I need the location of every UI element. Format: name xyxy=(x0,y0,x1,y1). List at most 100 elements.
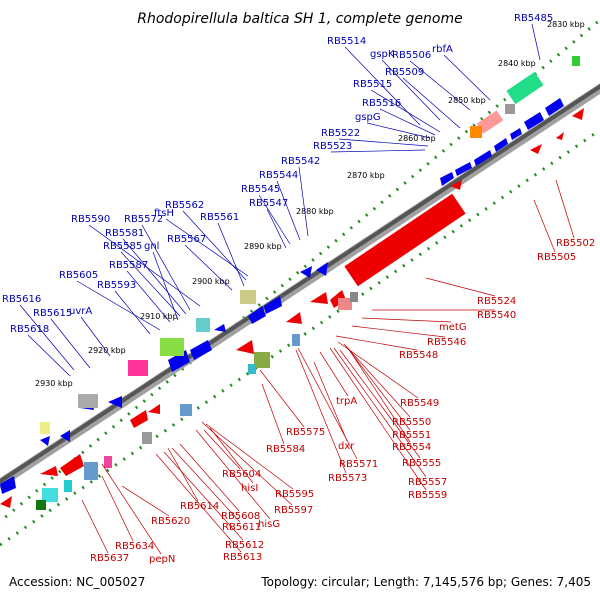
leader-line xyxy=(261,383,285,445)
gene-label: RB5590 xyxy=(71,214,110,225)
gene-label: RB5618 xyxy=(10,324,49,335)
leader-line xyxy=(141,224,191,311)
leader-line xyxy=(19,304,75,371)
leader-line xyxy=(319,351,349,397)
gene-block-steel2 xyxy=(180,404,192,416)
gene-label: dxr xyxy=(338,441,355,452)
gene-label: RB5551 xyxy=(392,430,431,441)
gene-label: ftsH xyxy=(154,208,174,219)
gene-block-olive xyxy=(240,290,256,304)
gene-label: RB5515 xyxy=(353,79,392,90)
gene-label: RB5559 xyxy=(408,490,447,501)
leader-line xyxy=(338,138,429,147)
gene-label: RB5587 xyxy=(109,260,148,271)
leader-line xyxy=(50,318,91,369)
gene-label: RB5542 xyxy=(281,156,320,167)
leader-line xyxy=(379,108,436,136)
leader-line xyxy=(298,166,309,237)
leader-line xyxy=(339,349,421,459)
gene-block-darkgrey xyxy=(350,292,358,302)
leader-line xyxy=(370,89,441,133)
leader-line xyxy=(155,453,242,553)
leader-line xyxy=(266,208,287,249)
leader-line xyxy=(205,423,294,490)
leader-line xyxy=(533,199,556,253)
leader-line xyxy=(297,347,358,460)
gene-label: metG xyxy=(439,322,467,333)
gene-label: pepN xyxy=(149,554,175,565)
gene-label: gspG xyxy=(355,112,381,123)
large-reverse-gene xyxy=(344,193,466,287)
gene-label: RB5620 xyxy=(151,516,190,527)
gene-label: RB5593 xyxy=(97,280,136,291)
gene-label: RB5505 xyxy=(537,252,576,263)
gene-label: RB5571 xyxy=(339,459,378,470)
gene-block-magenta xyxy=(128,360,148,376)
tick-label: 2850 kbp xyxy=(448,96,486,105)
gene-label: RB5573 xyxy=(328,473,367,484)
kbp-tick-labels: 2830 kbp 2840 kbp 2850 kbp 2860 kbp 2870… xyxy=(35,20,585,388)
gene-label: RB5522 xyxy=(321,128,360,139)
leader-line xyxy=(313,361,348,442)
gene-label: trpA xyxy=(336,396,357,407)
leader-line xyxy=(209,427,254,484)
gene-label: RB5514 xyxy=(327,36,366,47)
gene-label: RB5572 xyxy=(124,214,163,225)
leader-line xyxy=(81,499,109,554)
leader-line xyxy=(152,251,179,321)
leader-line xyxy=(361,317,452,323)
leader-line xyxy=(195,429,271,520)
gene-label: RB5561 xyxy=(200,212,239,223)
tick-label: 2910 kbp xyxy=(140,312,178,321)
gene-block-teal xyxy=(248,364,256,374)
leader-line xyxy=(126,270,171,323)
leader-line xyxy=(443,54,491,101)
map-title: Rhodopirellula baltica SH 1, complete ge… xyxy=(137,11,463,27)
leader-line xyxy=(351,325,446,338)
gene-label: RB5615 xyxy=(33,308,72,319)
leader-line xyxy=(329,347,427,491)
gene-label: gspK xyxy=(370,49,395,60)
inner-tick-track xyxy=(0,128,600,547)
gene-block-cyan3 xyxy=(64,480,72,492)
gene-label: RB5545 xyxy=(241,184,280,195)
gene-label: hisG xyxy=(258,519,280,530)
leader-line xyxy=(184,244,233,291)
gene-label: hisI xyxy=(241,483,258,494)
gene-label: RB5502 xyxy=(556,238,595,249)
leader-line xyxy=(409,60,471,111)
reverse-gene-labels: RB5502 RB5505 RB5524 RB5540 metG RB5546 RB5548… xyxy=(81,179,595,565)
tick-label: 2840 kbp xyxy=(498,59,536,68)
gene-label: RB5567 xyxy=(167,234,206,245)
gene-block-green xyxy=(506,71,544,105)
leader-line xyxy=(27,334,71,377)
leader-line xyxy=(258,194,291,245)
leader-line xyxy=(80,316,111,357)
gene-label: RB5634 xyxy=(115,541,154,552)
leader-line xyxy=(101,463,162,555)
gene-label: RB5548 xyxy=(399,350,438,361)
gene-label: RB5546 xyxy=(427,337,466,348)
leader-line xyxy=(330,149,426,153)
gene-label: RB5616 xyxy=(2,294,41,305)
leader-line xyxy=(381,59,441,121)
gene-label: RB5506 xyxy=(392,50,431,61)
genome-summary-text: Topology: circular; Length: 7,145,576 bp… xyxy=(260,575,591,589)
gene-block-pink xyxy=(476,110,504,134)
leader-line xyxy=(366,122,431,139)
leader-line xyxy=(203,429,241,470)
leader-line xyxy=(88,224,201,307)
gene-block-darkgreen xyxy=(36,500,46,510)
gene-label: gnl xyxy=(144,241,159,252)
gene-label: RB5612 xyxy=(225,540,264,551)
leader-line xyxy=(163,451,244,541)
genome-backbone xyxy=(0,84,600,484)
gene-label: RB5581 xyxy=(105,228,144,239)
gene-label: RB5555 xyxy=(402,458,441,469)
tick-label: 2900 kbp xyxy=(192,277,230,286)
gene-block-cyan2 xyxy=(42,488,58,502)
gene-label: RB5550 xyxy=(392,417,431,428)
gene-label: RB5554 xyxy=(392,442,431,453)
gene-label: RB5547 xyxy=(249,198,288,209)
